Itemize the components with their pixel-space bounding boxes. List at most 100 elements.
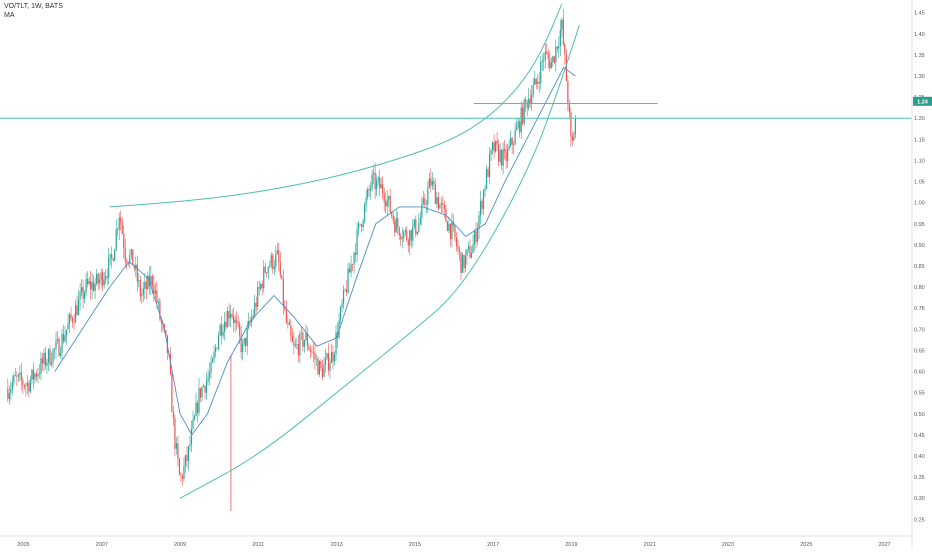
candle-body — [65, 329, 68, 336]
candle-body — [354, 252, 357, 255]
candle-body — [356, 229, 358, 255]
candle-body — [380, 184, 382, 189]
candle-body — [365, 197, 367, 205]
candle-body — [540, 61, 542, 84]
price-tick-label: 1.20 — [914, 116, 925, 122]
price-tick-label: 0.95 — [914, 222, 925, 228]
candle-body — [275, 253, 277, 267]
price-tick-label: 0.70 — [914, 327, 925, 333]
candle-body — [391, 211, 393, 216]
candle-body — [470, 253, 473, 258]
candle-body — [531, 94, 533, 104]
candle-body — [52, 349, 54, 363]
candle-body — [479, 200, 482, 216]
candle-body — [32, 369, 35, 380]
candle-body — [451, 222, 453, 240]
candle-body — [452, 222, 455, 226]
candle-body — [231, 314, 233, 317]
candle-body — [488, 154, 491, 177]
candle-body — [446, 221, 449, 231]
candle-body — [221, 324, 223, 336]
candle-body — [187, 446, 190, 461]
candle-body — [105, 276, 107, 280]
candle-body — [169, 354, 172, 375]
candle-body — [43, 352, 45, 364]
candle-body — [394, 220, 396, 233]
candle-body — [565, 54, 567, 81]
candle-body — [117, 229, 119, 230]
candle-body — [135, 264, 137, 269]
time-tick-label: 2009 — [174, 542, 186, 548]
candle-body — [217, 335, 220, 349]
candle-body — [181, 476, 184, 479]
candle-body — [371, 174, 373, 188]
indicator-label[interactable]: MA — [4, 12, 15, 19]
candle-body — [490, 149, 492, 155]
candle-body — [230, 314, 232, 319]
candle-body — [74, 305, 77, 323]
price-tick-label: 1.40 — [914, 32, 925, 38]
candle-body — [130, 249, 132, 256]
candle-body — [321, 368, 324, 377]
time-tick-label: 2019 — [565, 542, 577, 548]
candle-body — [559, 29, 561, 46]
candle-body — [183, 465, 185, 479]
candle-body — [159, 301, 161, 320]
candle-body — [534, 78, 536, 85]
candle-body — [455, 237, 458, 247]
candle-body — [236, 319, 238, 323]
candle-body — [341, 303, 343, 308]
candle-body — [532, 84, 534, 95]
candle-body — [8, 392, 10, 399]
candle-body — [157, 301, 159, 303]
candle-body — [266, 272, 268, 274]
moving-average-line — [54, 66, 576, 436]
candle-body — [172, 412, 175, 419]
candle-body — [139, 280, 141, 297]
candle-body — [246, 327, 248, 347]
candle-body — [318, 361, 321, 375]
candle-body — [311, 351, 313, 353]
upper-arc-drawing — [109, 4, 563, 208]
candle-body — [472, 244, 474, 254]
time-axis: 2005 2007 2009 2011 2013 2015 2017 2019 2021 2023… — [0, 535, 912, 548]
candle-body — [49, 349, 51, 365]
candle-body — [210, 362, 212, 373]
candle-body — [332, 352, 334, 362]
candle-body — [403, 231, 405, 238]
candle-body — [70, 314, 72, 319]
candle-body — [123, 233, 125, 249]
candle-body — [485, 169, 488, 189]
candle-body — [177, 443, 179, 459]
last-price-layer: 1.24 — [913, 96, 932, 106]
candle-body — [272, 255, 274, 270]
candle-body — [87, 278, 89, 284]
price-tick-label: 1.10 — [914, 158, 925, 164]
candle-body — [351, 264, 354, 265]
candle-body — [412, 226, 414, 241]
candle-body — [263, 266, 265, 289]
candle-body — [195, 402, 197, 416]
candle-body — [46, 362, 48, 366]
candle-body — [112, 258, 114, 261]
candle-body — [406, 230, 408, 241]
symbol-title[interactable]: VO/TLT, 1W, BATS — [4, 3, 63, 10]
candle-body — [118, 217, 120, 230]
time-tick-label: 2027 — [878, 542, 890, 548]
candle-body — [303, 340, 305, 347]
candle-body — [20, 372, 22, 381]
candle-body — [81, 287, 83, 293]
candle-body — [463, 254, 465, 269]
candle-body — [538, 81, 540, 84]
candle-body — [228, 311, 230, 319]
candle-body — [367, 189, 369, 198]
candle-body — [270, 255, 272, 266]
candle-body — [290, 325, 292, 336]
candle-body — [541, 60, 543, 62]
price-tick-label: 0.60 — [914, 370, 925, 376]
candle-body — [555, 46, 557, 63]
candle-body — [132, 249, 134, 266]
candle-body — [484, 188, 486, 191]
